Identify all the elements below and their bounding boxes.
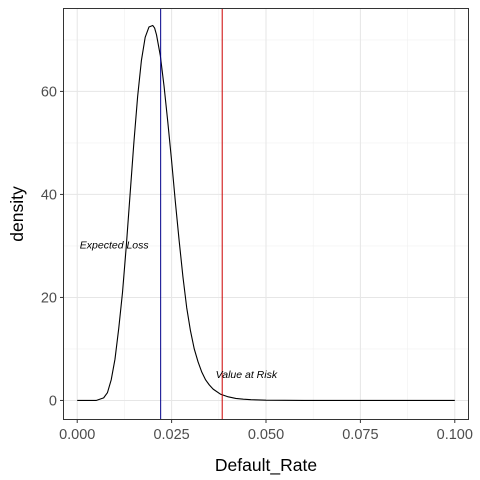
expected-loss-label: Expected Loss [80, 240, 150, 252]
y-tick-label: 20 [41, 290, 57, 306]
x-axis-title: Default_Rate [215, 455, 317, 476]
y-axis-ticks: 0 20 40 60 [41, 84, 64, 409]
value-at-risk-label: Value at Risk [216, 369, 278, 381]
reference-lines [160, 9, 223, 419]
y-tick-label: 60 [41, 84, 57, 100]
x-tick-label: 0.050 [248, 427, 284, 443]
density-curve [77, 24, 455, 402]
x-axis-ticks: 0.000 0.025 0.050 0.075 0.100 [59, 419, 473, 443]
y-axis-title: density [7, 186, 27, 242]
x-tick-label: 0.100 [437, 427, 473, 443]
annotations: Expected Loss Value at Risk [80, 240, 278, 381]
series-layer [77, 24, 455, 402]
x-tick-label: 0.075 [342, 427, 378, 443]
y-tick-label: 40 [41, 187, 57, 203]
grid-lines [64, 9, 468, 419]
y-tick-label: 0 [49, 393, 57, 409]
x-tick-label: 0.025 [153, 427, 189, 443]
x-tick-label: 0.000 [59, 427, 95, 443]
